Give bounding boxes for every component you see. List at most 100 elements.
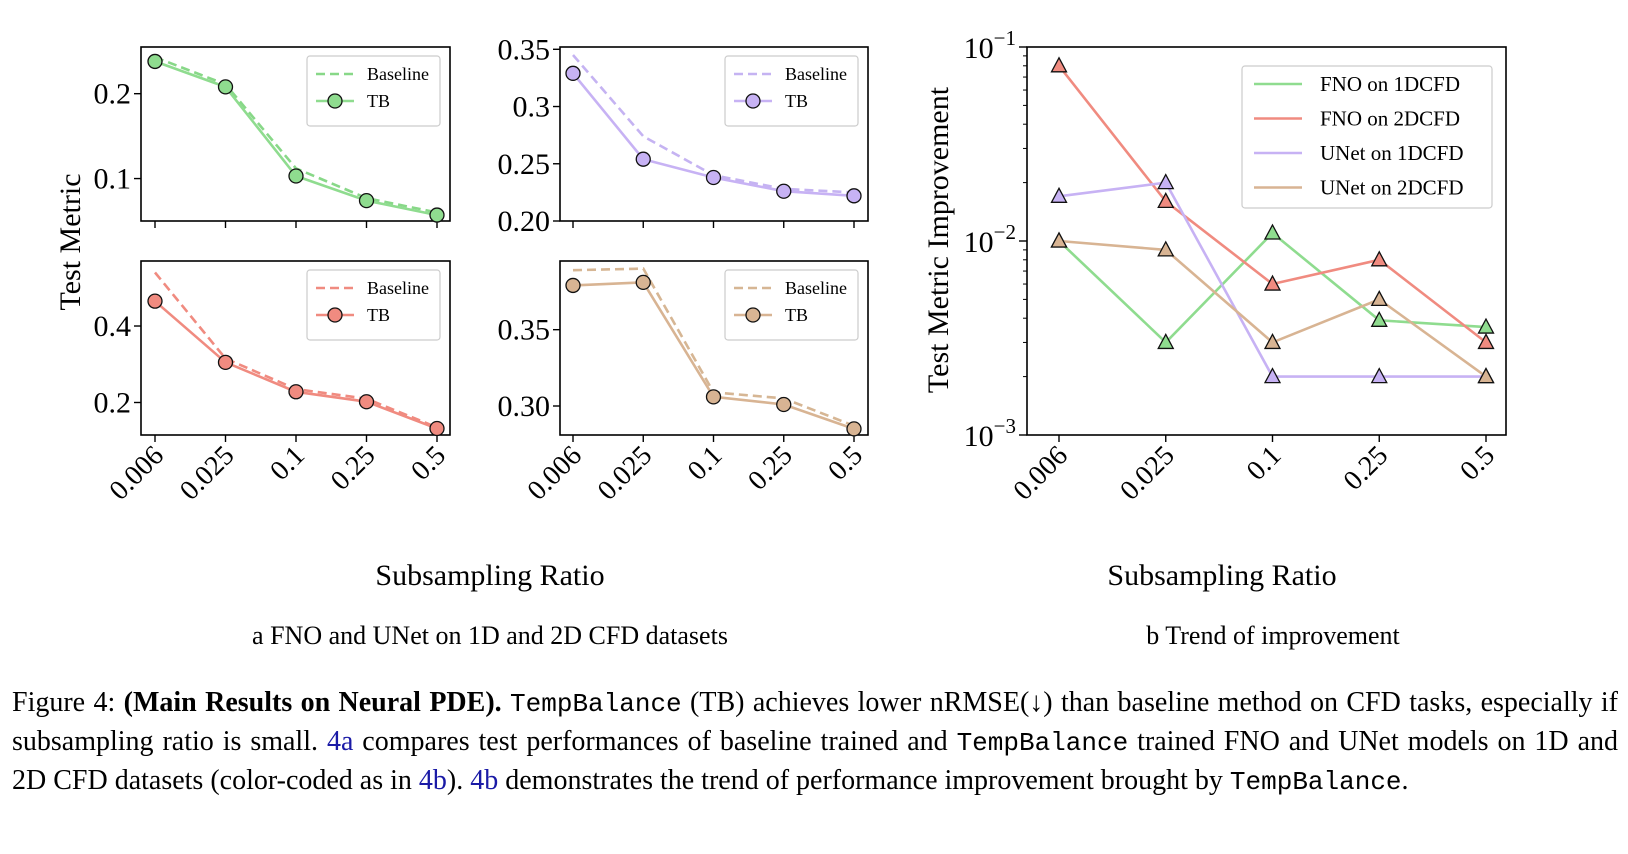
y-tick-label: 0.4: [94, 310, 132, 343]
x-tick-label: 0.006: [1007, 440, 1073, 506]
subcaption-b: b Trend of improvement: [1146, 621, 1400, 650]
x-tick-label: 0.1: [682, 440, 729, 487]
caption-text-3-end: ).: [446, 765, 471, 796]
shared-xlabel-a: Subsampling Ratio: [375, 559, 604, 592]
figure-caption: Figure 4: (Main Results on Neural PDE). …: [12, 684, 1618, 801]
caption-text-4-end: .: [1401, 765, 1409, 796]
data-point: [846, 188, 862, 204]
data-point: [705, 389, 722, 405]
y-tick-label: 10−2: [964, 220, 1016, 259]
data-point-triangle: [1157, 240, 1175, 257]
y-tick-label: 0.30: [498, 390, 551, 423]
chart-improvement-trend: 10−1 10−2 10−30.006 0.025 0.1 0.25 0.5 Test Met…: [922, 26, 1507, 592]
y-tick-label: 10−1: [964, 26, 1016, 65]
data-point: [429, 420, 445, 437]
y-tick-label: 10−3: [964, 414, 1016, 453]
caption-prefix: Figure 4:: [12, 687, 124, 718]
legend-label: FNO on 2DCFD: [1320, 107, 1460, 131]
data-point: [358, 192, 375, 209]
legend-marker-tb: [745, 93, 761, 109]
y-tick-label: 0.25: [498, 148, 551, 181]
legend-label: UNet on 1DCFD: [1320, 141, 1464, 165]
legend-box: [306, 269, 441, 341]
data-point-triangle: [1157, 192, 1175, 209]
y-tick-label: 0.3: [513, 91, 551, 124]
data-point: [217, 354, 234, 370]
chart-unet-2dcfd: 0.30 0.35 0.006 0.025 0.1 0.25 0.5 Baseline TB: [498, 260, 869, 506]
data-point-triangle: [1050, 56, 1068, 73]
legend-box: [724, 269, 859, 341]
legend-box: [724, 55, 859, 127]
y-tick-label: 0.35: [498, 314, 551, 347]
x-tick-label: 0.5: [1454, 440, 1501, 487]
data-point-triangle: [1370, 310, 1388, 327]
data-point: [147, 293, 163, 309]
legend-label: Baseline: [367, 278, 429, 298]
data-point: [635, 274, 651, 291]
data-point: [776, 183, 792, 199]
legend-label: Baseline: [785, 278, 847, 298]
y-axis-label: Test Metric Improvement: [922, 86, 955, 393]
data-point: [288, 168, 304, 184]
data-point-triangle: [1263, 333, 1282, 350]
data-point: [429, 207, 445, 223]
data-point-triangle: [1263, 274, 1282, 291]
x-tick-label: 0.1: [264, 440, 311, 487]
data-point-triangle: [1370, 290, 1388, 307]
x-tick-label: 0.006: [103, 440, 169, 506]
data-point-triangle: [1263, 223, 1282, 240]
y-tick-label: 0.35: [498, 33, 551, 66]
caption-bold: (Main Results on Neural PDE).: [123, 687, 502, 718]
data-point: [147, 53, 163, 70]
x-tick-label: 0.25: [325, 440, 382, 497]
data-point: [217, 79, 234, 95]
legend-label: TB: [785, 91, 808, 111]
legend-box: [1241, 65, 1493, 209]
y-tick-label: 0.2: [94, 386, 132, 419]
caption-ref-2[interactable]: 4b: [418, 765, 447, 796]
x-axis-label: Subsampling Ratio: [1107, 559, 1336, 592]
legend-marker-tb: [327, 307, 343, 323]
caption-text-3: trained FNO and UNet models on 1D and 2D…: [12, 726, 1618, 796]
x-tick-label: 0.025: [1114, 440, 1180, 506]
legend-label: Baseline: [785, 64, 847, 84]
legend-label: Baseline: [367, 64, 429, 84]
caption-mono-1: TempBalance: [510, 689, 682, 719]
data-point-triangle: [1370, 250, 1388, 267]
legend-marker-tb: [745, 307, 761, 323]
data-point-triangle: [1157, 173, 1175, 190]
data-point: [846, 421, 862, 437]
legend-box: [306, 55, 441, 127]
y-tick-label: 0.20: [498, 205, 551, 238]
chart-unet-1dcfd: 0.20 0.25 0.3 0.35 Baseline TB: [498, 33, 869, 238]
caption-mono-2: TempBalance: [956, 728, 1129, 758]
legend-label: UNet on 2DCFD: [1320, 176, 1464, 200]
caption-text-2: compares test performances of baseline t…: [353, 726, 957, 757]
data-point-triangle: [1157, 333, 1175, 350]
y-tick-label: 0.2: [94, 78, 132, 111]
caption-ref-1[interactable]: 4a: [326, 726, 354, 757]
legend-label: TB: [367, 91, 390, 111]
legend-label: TB: [367, 305, 390, 325]
chart-fno-1dcfd: 0.1 0.2 Baseline TB: [94, 46, 451, 228]
data-point: [288, 384, 304, 400]
chart-fno-2dcfd: 0.2 0.4 0.006 0.025 0.1 0.25 0.5 Baseline TB: [94, 260, 452, 506]
x-tick-label: 0.025: [592, 440, 658, 506]
data-point: [358, 394, 375, 410]
caption-text-4: demonstrates the trend of performance im…: [498, 765, 1230, 796]
x-tick-label: 0.25: [1338, 440, 1395, 497]
data-point: [776, 396, 792, 413]
subcaption-a: a FNO and UNet on 1D and 2D CFD datasets: [252, 621, 728, 650]
data-point: [635, 151, 651, 167]
x-tick-label: 0.006: [521, 440, 587, 506]
x-tick-label: 0.5: [405, 440, 452, 487]
x-tick-label: 0.25: [742, 440, 799, 497]
caption-ref-3[interactable]: 4b: [470, 765, 499, 796]
data-point-triangle: [1477, 367, 1495, 384]
x-tick-label: 0.5: [822, 440, 869, 487]
shared-ylabel-a: Test Metric: [54, 173, 87, 310]
data-point-triangle: [1263, 367, 1282, 384]
data-point: [705, 169, 722, 186]
y-tick-label: 0.1: [94, 163, 132, 196]
data-point-triangle: [1477, 333, 1495, 350]
